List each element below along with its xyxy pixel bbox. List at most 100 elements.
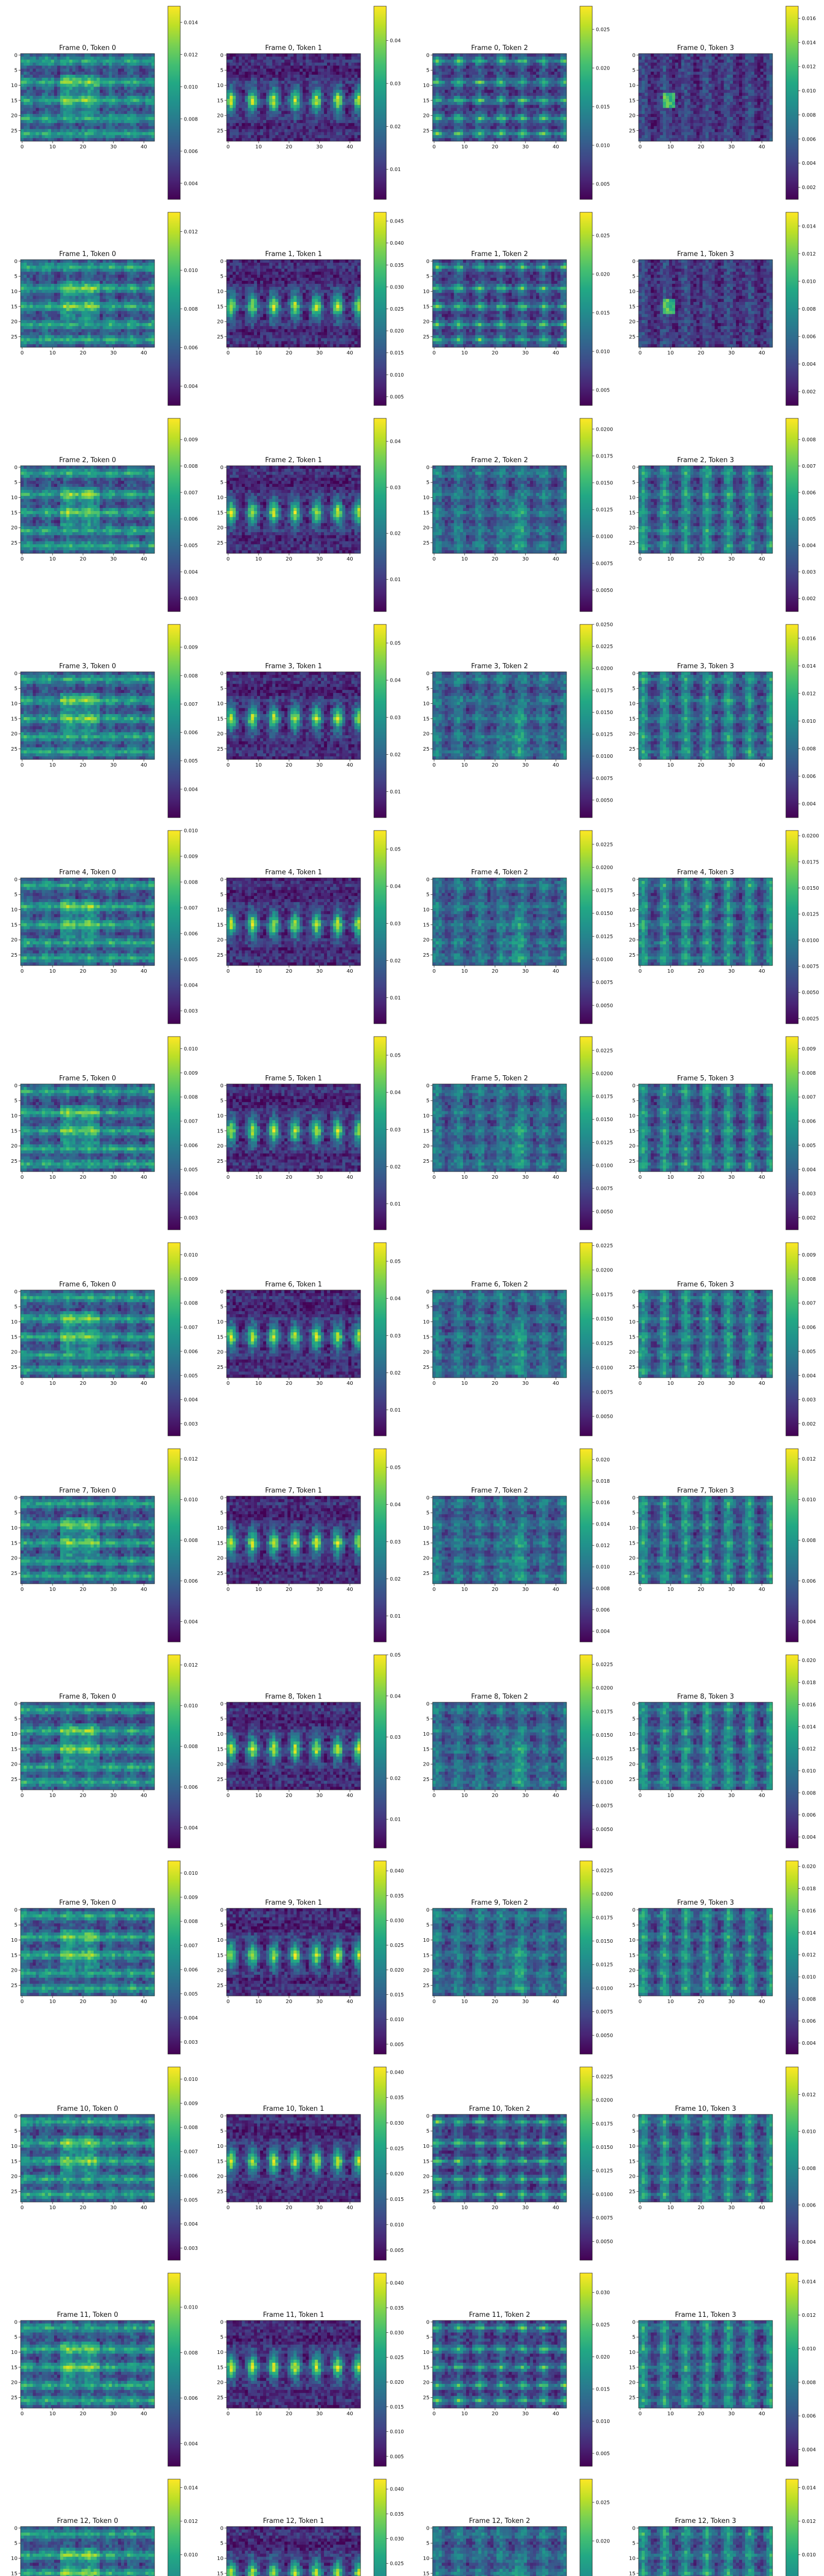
heatmap-cell [269, 126, 272, 129]
heatmap-cell [330, 99, 333, 102]
heatmap-cell [509, 87, 512, 90]
heatmap-cell [769, 63, 772, 66]
heatmap-cell [457, 65, 460, 69]
heatmap-cell [754, 111, 758, 114]
heatmap-cell [100, 132, 103, 135]
heatmap-cell [439, 65, 442, 69]
heatmap-cell [666, 84, 669, 87]
heatmap-cell [27, 93, 30, 96]
heatmap-cell [257, 72, 260, 75]
heatmap-cell [276, 75, 279, 78]
heatmap-cell [242, 69, 245, 72]
heatmap-cell [236, 75, 239, 78]
heatmap-cell [263, 87, 266, 90]
heatmap-cell [142, 75, 145, 78]
colorbar-tick-label: 0.005 [596, 182, 610, 188]
heatmap-cell [42, 90, 45, 93]
heatmap-cell [297, 108, 300, 111]
heatmap-cell [751, 96, 754, 99]
heatmap-cell [321, 96, 324, 99]
heatmap-cell [681, 87, 684, 90]
heatmap-cell [106, 105, 109, 108]
heatmap-cell [130, 60, 133, 63]
heatmap-cell [45, 129, 48, 132]
heatmap-cell [100, 111, 103, 114]
heatmap-cell [745, 90, 748, 93]
heatmap-cell [500, 135, 503, 138]
heatmap-cell [39, 117, 42, 120]
heatmap-cell [48, 96, 51, 99]
heatmap-cell [524, 81, 527, 84]
heatmap-cell [106, 84, 109, 87]
heatmap-cell [333, 105, 336, 108]
heatmap-cell [688, 93, 691, 96]
heatmap-cell [142, 102, 145, 105]
heatmap-cell [542, 87, 545, 90]
heatmap-cell [354, 78, 357, 81]
heatmap-cell [548, 54, 552, 57]
heatmap-cell [478, 57, 482, 60]
heatmap-cell [124, 54, 127, 57]
heatmap-cell [496, 81, 500, 84]
heatmap-cell [272, 114, 276, 117]
heatmap-cell [460, 90, 463, 93]
heatmap-cell [478, 111, 482, 114]
heatmap-cell [75, 78, 78, 81]
heatmap-cell [78, 132, 81, 135]
heatmap-cell [115, 120, 118, 123]
heatmap-cell [281, 72, 284, 75]
heatmap-cell [303, 105, 306, 108]
heatmap-cell [760, 114, 763, 117]
heatmap-cell [254, 120, 257, 123]
heatmap-cell [139, 108, 142, 111]
heatmap-cell [757, 102, 760, 105]
heatmap-cell [524, 120, 527, 123]
heatmap-cell [60, 132, 63, 135]
heatmap-cell [482, 75, 485, 78]
heatmap-cell [681, 99, 684, 102]
heatmap-cell [24, 78, 27, 81]
heatmap-cell [51, 117, 54, 120]
heatmap-cell [351, 54, 354, 57]
heatmap-cell [39, 54, 42, 57]
heatmap-cell [263, 126, 266, 129]
heatmap-cell [521, 90, 524, 93]
heatmap-cell [278, 129, 281, 132]
heatmap-cell [236, 126, 239, 129]
heatmap-cell [336, 138, 339, 141]
heatmap-cell [60, 117, 63, 120]
heatmap-cell [475, 57, 478, 60]
heatmap-cell [551, 90, 554, 93]
heatmap-cell [127, 54, 130, 57]
heatmap-cell [345, 135, 348, 138]
heatmap-cell [482, 90, 485, 93]
heatmap-cell [227, 135, 230, 138]
heatmap-cell [66, 117, 70, 120]
heatmap-cell [112, 96, 115, 99]
heatmap-cell [769, 93, 772, 96]
heatmap-cell [496, 69, 500, 72]
heatmap-cell [524, 117, 527, 120]
heatmap-cell [233, 123, 236, 126]
heatmap-cell [466, 57, 469, 60]
heatmap-cell [324, 93, 327, 96]
heatmap-cell [130, 81, 133, 84]
heatmap-cell [693, 90, 696, 93]
heatmap-cell [654, 111, 657, 114]
heatmap-cell [766, 117, 769, 120]
heatmap-cell [21, 84, 24, 87]
heatmap-cell [696, 84, 699, 87]
heatmap-cell [678, 63, 681, 66]
heatmap-cell [560, 117, 563, 120]
heatmap-cell [281, 135, 284, 138]
heatmap-cell [300, 75, 303, 78]
heatmap-cell [248, 90, 251, 93]
heatmap-cell [533, 120, 536, 123]
heatmap-cell [130, 87, 133, 90]
heatmap-cell [751, 114, 754, 117]
heatmap-cell [327, 63, 330, 66]
heatmap-cell [124, 93, 127, 96]
heatmap-cell [66, 123, 70, 126]
heatmap-cell [736, 102, 739, 105]
heatmap-cell [324, 138, 327, 141]
